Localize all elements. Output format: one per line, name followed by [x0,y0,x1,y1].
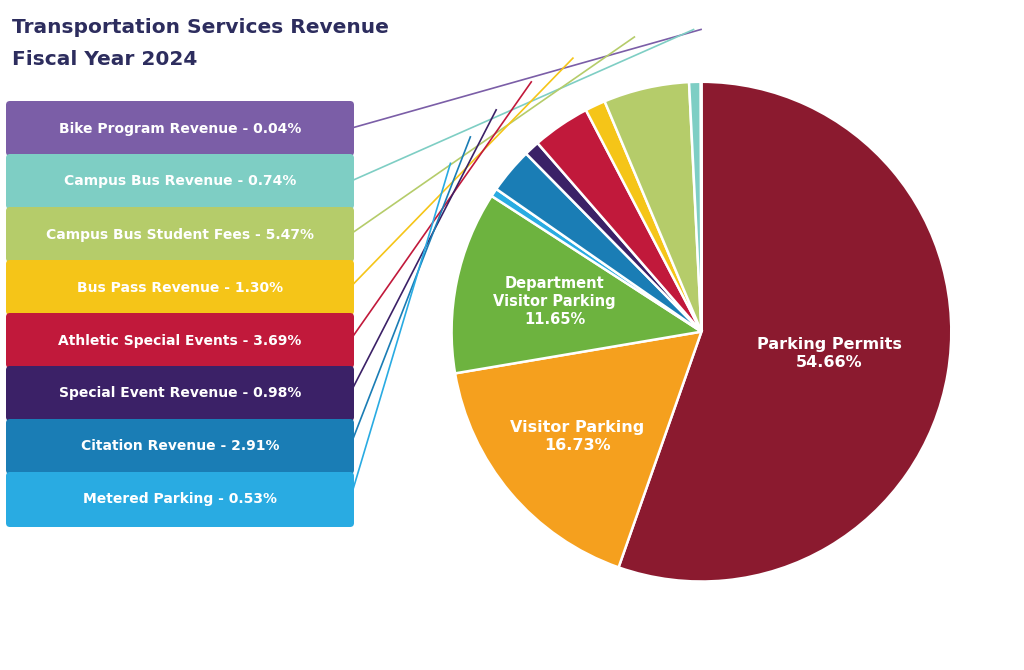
Wedge shape [618,82,951,582]
FancyBboxPatch shape [6,419,354,474]
Wedge shape [492,189,701,332]
FancyBboxPatch shape [6,207,354,262]
FancyBboxPatch shape [6,101,354,156]
Text: Department
Visitor Parking
11.65%: Department Visitor Parking 11.65% [494,276,615,327]
Wedge shape [497,153,701,332]
FancyBboxPatch shape [6,313,354,368]
FancyBboxPatch shape [6,472,354,527]
Wedge shape [455,332,701,567]
Text: Parking Permits
54.66%: Parking Permits 54.66% [757,337,902,370]
Text: Visitor Parking
16.73%: Visitor Parking 16.73% [510,420,644,453]
Wedge shape [452,196,701,373]
FancyBboxPatch shape [6,366,354,421]
Text: Bus Pass Revenue - 1.30%: Bus Pass Revenue - 1.30% [77,281,283,295]
Text: Metered Parking - 0.53%: Metered Parking - 0.53% [83,492,278,507]
Text: Special Event Revenue - 0.98%: Special Event Revenue - 0.98% [58,387,301,401]
Text: Transportation Services Revenue: Transportation Services Revenue [12,18,389,37]
Text: Campus Bus Revenue - 0.74%: Campus Bus Revenue - 0.74% [63,174,296,188]
Wedge shape [526,143,701,332]
Wedge shape [586,101,701,332]
FancyBboxPatch shape [6,260,354,315]
FancyBboxPatch shape [6,154,354,209]
Text: Citation Revenue - 2.91%: Citation Revenue - 2.91% [81,440,280,454]
Wedge shape [538,110,701,332]
Text: Bike Program Revenue - 0.04%: Bike Program Revenue - 0.04% [58,121,301,135]
Text: Fiscal Year 2024: Fiscal Year 2024 [12,50,198,69]
Wedge shape [604,82,701,332]
Wedge shape [689,82,701,332]
Text: Athletic Special Events - 3.69%: Athletic Special Events - 3.69% [58,334,302,348]
Text: Campus Bus Student Fees - 5.47%: Campus Bus Student Fees - 5.47% [46,228,314,241]
